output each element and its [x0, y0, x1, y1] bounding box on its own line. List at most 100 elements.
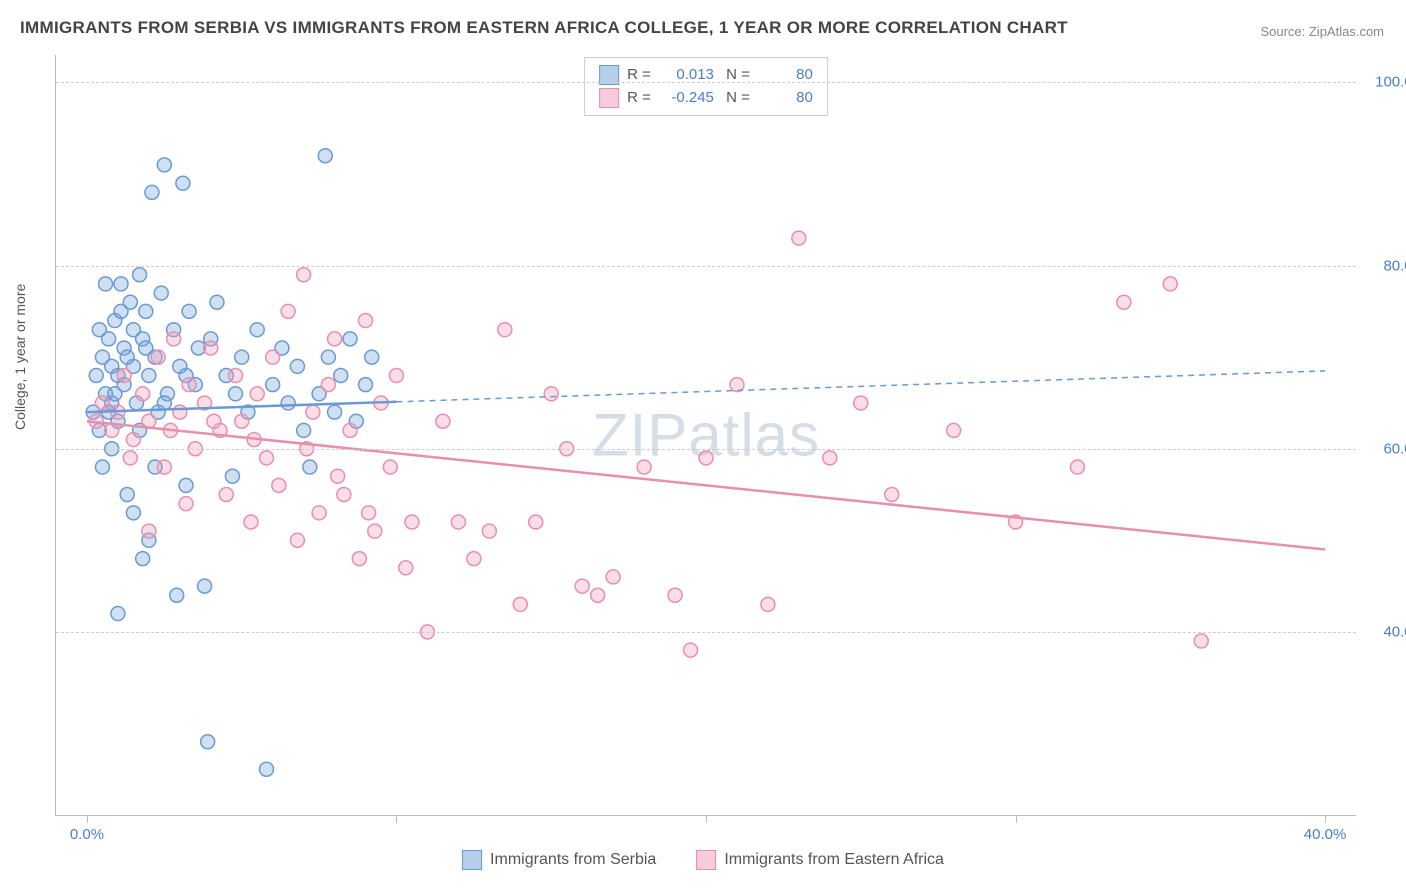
scatter-point: [318, 149, 332, 163]
scatter-point: [259, 451, 273, 465]
scatter-point: [321, 350, 335, 364]
scatter-point: [126, 506, 140, 520]
scatter-point: [157, 460, 171, 474]
y-tick-label: 100.0%: [1375, 74, 1406, 91]
scatter-point: [343, 423, 357, 437]
x-tick: [706, 815, 707, 823]
scatter-point: [359, 378, 373, 392]
scatter-point: [383, 460, 397, 474]
scatter-point: [328, 332, 342, 346]
scatter-point: [730, 378, 744, 392]
legend-item-0: Immigrants from Serbia: [462, 850, 656, 870]
y-axis-label: College, 1 year or more: [12, 284, 28, 430]
scatter-point: [328, 405, 342, 419]
scatter-point: [235, 414, 249, 428]
scatter-point: [170, 588, 184, 602]
grid-line: [56, 82, 1356, 83]
scatter-point: [343, 332, 357, 346]
scatter-point: [1117, 295, 1131, 309]
scatter-point: [139, 341, 153, 355]
x-tick: [396, 815, 397, 823]
scatter-point: [210, 295, 224, 309]
scatter-point: [513, 597, 527, 611]
y-tick-label: 80.0%: [1383, 257, 1406, 274]
stats-n-value-1: 80: [758, 87, 813, 110]
scatter-point: [684, 643, 698, 657]
scatter-point: [362, 506, 376, 520]
scatter-point: [854, 396, 868, 410]
scatter-point: [792, 231, 806, 245]
scatter-point: [606, 570, 620, 584]
scatter-point: [281, 396, 295, 410]
scatter-point: [111, 607, 125, 621]
scatter-point: [297, 423, 311, 437]
scatter-point: [225, 469, 239, 483]
scatter-point: [823, 451, 837, 465]
scatter-point: [198, 579, 212, 593]
scatter-point: [139, 304, 153, 318]
scatter-point: [142, 524, 156, 538]
chart-container: IMMIGRANTS FROM SERBIA VS IMMIGRANTS FRO…: [0, 0, 1406, 892]
bottom-legend: Immigrants from Serbia Immigrants from E…: [462, 850, 944, 870]
scatter-point: [637, 460, 651, 474]
scatter-point: [92, 323, 106, 337]
grid-line: [56, 449, 1356, 450]
scatter-point: [176, 176, 190, 190]
scatter-point: [352, 552, 366, 566]
scatter-point: [201, 735, 215, 749]
scatter-point: [108, 387, 122, 401]
scatter-point: [359, 314, 373, 328]
scatter-point: [1194, 634, 1208, 648]
y-tick-label: 60.0%: [1383, 440, 1406, 457]
scatter-point: [290, 359, 304, 373]
scatter-point: [123, 451, 137, 465]
scatter-point: [114, 304, 128, 318]
scatter-point: [219, 488, 233, 502]
x-tick: [1016, 815, 1017, 823]
scatter-point: [312, 506, 326, 520]
scatter-point: [136, 552, 150, 566]
scatter-point: [145, 185, 159, 199]
scatter-point: [95, 396, 109, 410]
scatter-point: [467, 552, 481, 566]
scatter-point: [126, 433, 140, 447]
scatter-point: [498, 323, 512, 337]
legend-label-1: Immigrants from Eastern Africa: [724, 851, 944, 869]
scatter-point: [544, 387, 558, 401]
scatter-point: [699, 451, 713, 465]
scatter-point: [306, 405, 320, 419]
grid-line: [56, 266, 1356, 267]
scatter-point: [182, 378, 196, 392]
scatter-point: [259, 762, 273, 776]
scatter-point: [451, 515, 465, 529]
scatter-point: [250, 323, 264, 337]
scatter-point: [99, 277, 113, 291]
scatter-point: [142, 368, 156, 382]
legend-item-1: Immigrants from Eastern Africa: [696, 850, 944, 870]
stats-row-1: R = -0.245 N = 80: [599, 87, 813, 110]
scatter-point: [436, 414, 450, 428]
scatter-point: [89, 368, 103, 382]
stats-n-label: N =: [722, 87, 750, 110]
scatter-point: [120, 488, 134, 502]
scatter-point: [157, 396, 171, 410]
scatter-point: [95, 460, 109, 474]
scatter-point: [529, 515, 543, 529]
scatter-point: [136, 387, 150, 401]
scatter-point: [575, 579, 589, 593]
scatter-point: [334, 368, 348, 382]
scatter-point: [405, 515, 419, 529]
scatter-point: [133, 268, 147, 282]
scatter-point: [761, 597, 775, 611]
scatter-point: [151, 350, 165, 364]
scatter-point: [179, 497, 193, 511]
plot-area: ZIPatlas R = 0.013 N = 80 R = -0.245 N =…: [55, 55, 1356, 816]
plot-svg: [56, 55, 1356, 815]
scatter-point: [331, 469, 345, 483]
scatter-point: [105, 359, 119, 373]
scatter-point: [120, 350, 134, 364]
scatter-point: [389, 368, 403, 382]
scatter-point: [947, 423, 961, 437]
scatter-point: [229, 387, 243, 401]
scatter-point: [235, 350, 249, 364]
